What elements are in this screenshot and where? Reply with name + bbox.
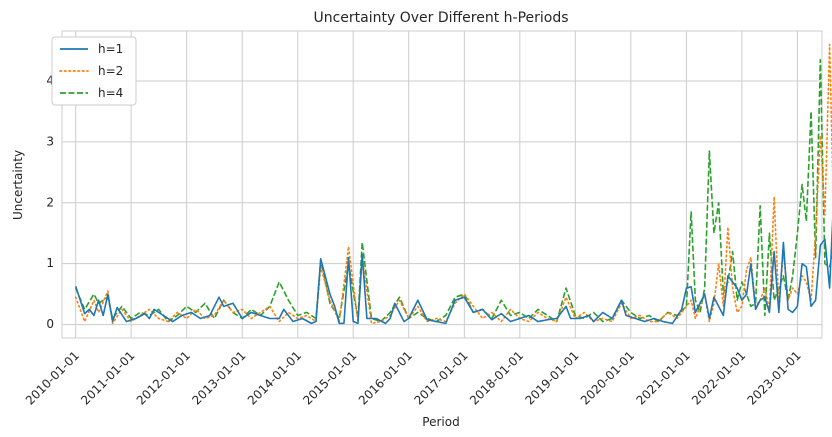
x-tick-label: 2019-01-01 — [522, 348, 581, 407]
x-tick-label: 2010-01-01 — [23, 348, 82, 407]
y-tick-label: 2 — [46, 195, 54, 209]
y-tick-label: 4 — [46, 73, 54, 87]
legend-label-h1: h=1 — [98, 42, 123, 56]
plot-area — [61, 30, 823, 339]
x-tick-label: 2016-01-01 — [356, 348, 415, 407]
legend-label-h4: h=4 — [98, 86, 123, 100]
x-tick-label: 2014-01-01 — [245, 348, 304, 407]
x-tick-label: 2015-01-01 — [300, 348, 359, 407]
y-tick-label: 1 — [46, 256, 54, 270]
x-tick-label: 2023-01-01 — [744, 348, 803, 407]
legend-frame — [51, 36, 137, 106]
legend-label-h2: h=2 — [98, 64, 123, 78]
x-tick-label: 2021-01-01 — [634, 348, 693, 407]
x-tick-label: 2011-01-01 — [78, 348, 137, 407]
x-tick-label: 2017-01-01 — [411, 348, 470, 407]
x-tick-label: 2020-01-01 — [578, 348, 637, 407]
chart-title: Uncertainty Over Different h-Periods — [313, 10, 568, 26]
series-line-h2 — [74, 43, 832, 325]
y-tick-label: 0 — [46, 317, 54, 331]
y-tick-labels: 0 1 2 3 4 — [46, 73, 54, 331]
x-tick-label: 2013-01-01 — [189, 348, 248, 407]
series-lines — [74, 43, 832, 325]
x-tick-label: 2012-01-01 — [134, 348, 193, 407]
legend: h=1 h=2 h=4 — [51, 36, 137, 106]
y-axis-label: Uncertainty — [11, 150, 25, 220]
x-tick-label: 2022-01-01 — [689, 348, 748, 407]
x-axis-label: Period — [422, 415, 459, 429]
x-tick-labels: 2010-01-012011-01-012012-01-012013-01-01… — [23, 348, 804, 407]
x-tick-label: 2018-01-01 — [467, 348, 526, 407]
series-line-h1 — [74, 217, 832, 325]
y-tick-label: 3 — [46, 134, 54, 148]
